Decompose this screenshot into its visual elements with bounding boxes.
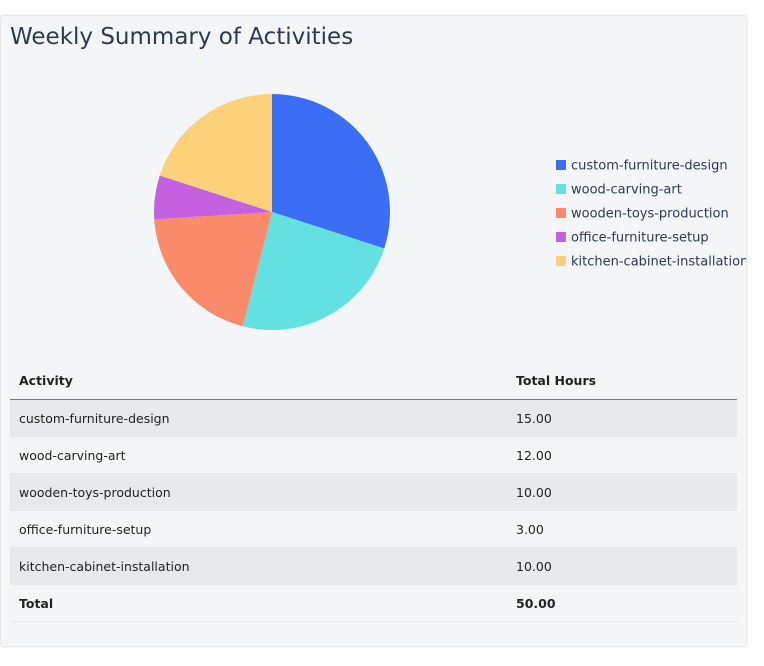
table-cell: 50.00	[507, 584, 737, 622]
header-cell: Activity	[10, 362, 507, 400]
table-row: custom-furniture-design 15.00	[10, 399, 737, 437]
table-body: custom-furniture-design 15.00 wood-carving…	[10, 399, 737, 622]
table-cell: wood-carving-art	[10, 436, 507, 474]
pie-slice	[159, 94, 272, 212]
legend-swatch	[556, 232, 566, 242]
table-row: wooden-toys-production 10.00	[10, 473, 737, 511]
legend-swatch	[556, 208, 566, 218]
pie-chart: custom-furniture-design wood-carving-art w…	[154, 94, 746, 330]
table-header: Activity Total Hours	[10, 362, 737, 400]
legend-label: wood-carving-art	[571, 183, 682, 198]
pie-slice	[242, 212, 385, 330]
table-row: office-furniture-setup 3.00	[10, 510, 737, 548]
legend-label: office-furniture-setup	[571, 231, 709, 246]
legend-swatch	[556, 256, 566, 266]
table-cell: custom-furniture-design	[10, 399, 507, 437]
activity-table: Activity Total Hours custom-furniture-de…	[10, 362, 737, 622]
table-row: wood-carving-art 12.00	[10, 436, 737, 474]
table-cell: 15.00	[507, 399, 737, 437]
table-cell: 12.00	[507, 436, 737, 474]
table-cell: wooden-toys-production	[10, 473, 507, 511]
table-cell: kitchen-cabinet-installation	[10, 547, 507, 585]
legend-label: custom-furniture-design	[571, 159, 728, 174]
table-cell: 3.00	[507, 510, 737, 548]
table-cell: 10.00	[507, 547, 737, 585]
pie-slice	[154, 175, 272, 220]
legend-label: wooden-toys-production	[571, 207, 729, 222]
table-cell: 10.00	[507, 473, 737, 511]
summary-card: Weekly Summary of Activities custom-furn…	[1, 16, 746, 646]
legend-label: kitchen-cabinet-installation	[571, 255, 746, 270]
pie-slice	[154, 212, 272, 327]
legend-swatch	[556, 160, 566, 170]
table-cell: Total	[10, 584, 507, 622]
table-cell: office-furniture-setup	[10, 510, 507, 548]
header-cell: Total Hours	[507, 362, 737, 400]
pie-slice	[272, 94, 390, 249]
table-row: kitchen-cabinet-installation 10.00	[10, 547, 737, 585]
legend-swatch	[556, 184, 566, 194]
table-row: Total 50.00	[10, 584, 737, 622]
card-title: Weekly Summary of Activities	[10, 24, 354, 50]
